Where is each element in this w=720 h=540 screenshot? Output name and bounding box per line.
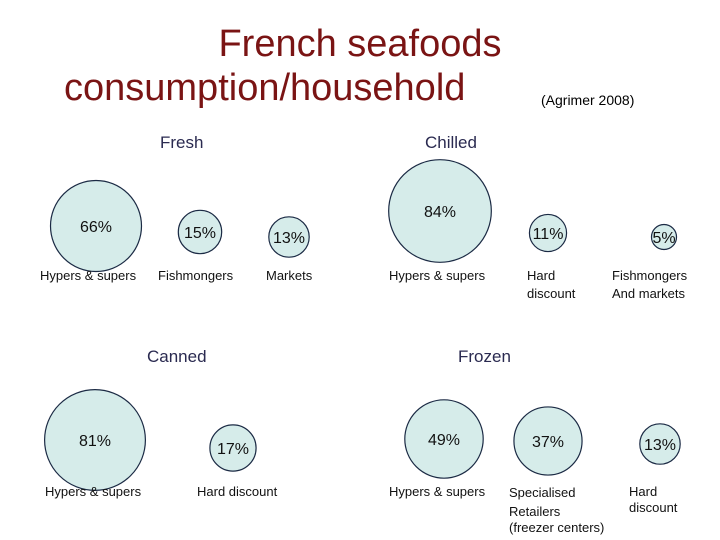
bubble-chilled-0 [388, 159, 492, 263]
chart-title-line1: French seafoods [218, 23, 502, 65]
category-label-canned-1: Hard discount [197, 484, 278, 499]
category-label-frozen-1-line0: Specialised [509, 485, 576, 500]
bubble-canned-0 [43, 389, 147, 492]
bubble-chilled-1 [528, 213, 568, 253]
value-label-chilled-0: 84% [424, 204, 456, 221]
category-label-frozen-0: Hypers & supers [389, 484, 486, 499]
category-label-chilled-1-line1: discount [527, 286, 576, 301]
panel-title-frozen: Frozen [458, 347, 511, 366]
category-label-fresh-2: Markets [266, 268, 313, 283]
bubble-fresh-2 [268, 216, 310, 258]
category-label-frozen-1-line1: Retailers [509, 504, 561, 519]
value-label-fresh-1: 15% [184, 225, 216, 242]
value-label-canned-1: 17% [217, 441, 249, 458]
category-label-chilled-2-line1: And markets [612, 286, 685, 301]
bubble-frozen-1 [513, 406, 583, 476]
bubble-fresh-0 [49, 179, 143, 273]
category-label-frozen-2-line0: Hard [629, 484, 657, 499]
bubble-canned-1 [209, 424, 257, 472]
value-label-frozen-1: 37% [532, 434, 564, 451]
value-label-fresh-0: 66% [80, 219, 112, 236]
category-label-frozen-1-line2: (freezer centers) [509, 520, 604, 535]
value-label-chilled-2: 5% [652, 230, 675, 247]
panel-title-chilled: Chilled [425, 133, 477, 152]
chart-title-line2: consumption/household [64, 67, 466, 109]
bubble-fresh-1 [177, 209, 223, 255]
category-label-chilled-1-line0: Hard [527, 268, 555, 283]
category-label-fresh-1: Fishmongers [158, 268, 234, 283]
value-label-frozen-0: 49% [428, 432, 460, 449]
bubble-frozen-0 [404, 399, 484, 479]
bubble-chilled-2 [650, 223, 678, 251]
chart-source-note: (Agrimer 2008) [541, 92, 635, 108]
value-label-chilled-1: 11% [533, 226, 564, 243]
value-label-canned-0: 81% [79, 433, 111, 450]
category-label-chilled-0: Hypers & supers [389, 268, 486, 283]
value-label-frozen-2: 13% [644, 437, 676, 454]
category-label-fresh-0: Hypers & supers [40, 268, 137, 283]
value-label-fresh-2: 13% [273, 230, 305, 247]
bubble-frozen-2 [639, 423, 681, 465]
category-label-canned-0: Hypers & supers [45, 484, 142, 499]
category-label-chilled-2-line0: Fishmongers [612, 268, 688, 283]
panel-title-fresh: Fresh [160, 133, 204, 152]
category-label-frozen-2-line1: discount [629, 500, 678, 515]
panel-title-canned: Canned [147, 347, 207, 366]
